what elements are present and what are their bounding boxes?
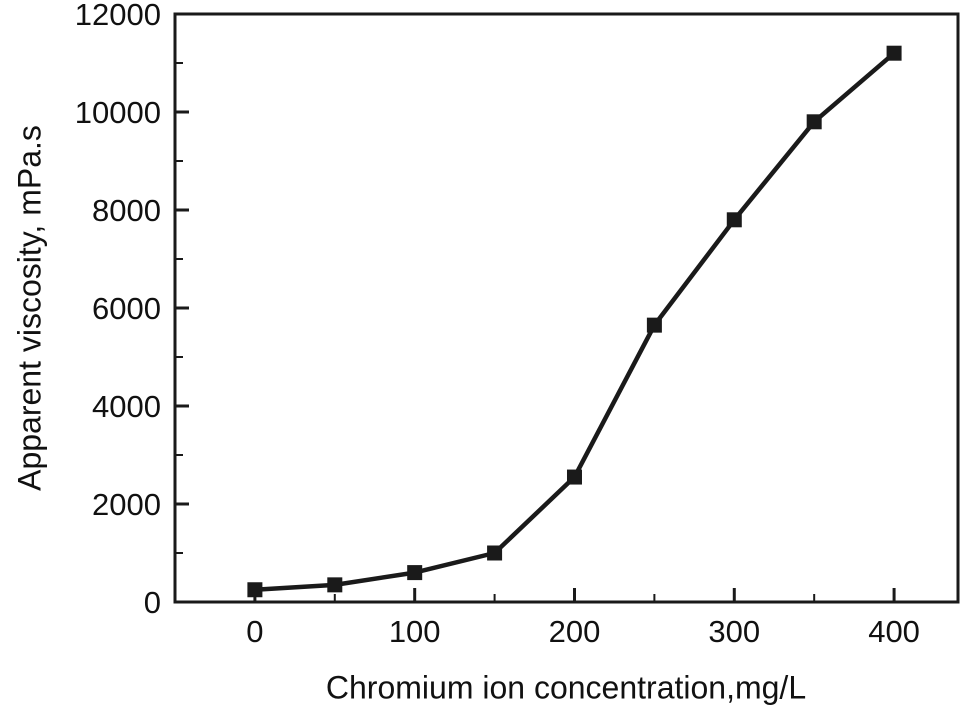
- data-point-marker: [726, 212, 742, 228]
- plot-frame: [173, 12, 960, 604]
- y-axis-label: Apparent viscosity, mPa.s: [11, 125, 48, 491]
- y-tick-label: 4000: [92, 389, 161, 424]
- data-point-marker: [886, 45, 902, 61]
- data-point-marker: [806, 114, 822, 130]
- y-tick-label: 2000: [92, 487, 161, 522]
- x-tick-label: 400: [868, 614, 920, 649]
- data-point-marker: [247, 582, 263, 598]
- series-line: [252, 50, 897, 592]
- data-point-marker: [487, 545, 503, 561]
- data-point-marker: [407, 565, 423, 581]
- data-series: [247, 45, 902, 598]
- data-point-marker: [646, 317, 662, 333]
- data-point-marker: [566, 469, 582, 485]
- y-tick-label: 12000: [75, 0, 161, 32]
- y-tick-label: 8000: [92, 193, 161, 228]
- data-point-marker: [327, 577, 343, 593]
- x-tick-label: 300: [708, 614, 760, 649]
- y-tick-label: 0: [144, 585, 161, 620]
- x-tick-label: 0: [246, 614, 263, 649]
- y-tick-label: 6000: [92, 291, 161, 326]
- y-tick-label: 10000: [75, 95, 161, 130]
- x-tick-label: 200: [549, 614, 601, 649]
- x-tick-label: 100: [389, 614, 441, 649]
- x-axis-label: Chromium ion concentration,mg/L: [325, 669, 807, 706]
